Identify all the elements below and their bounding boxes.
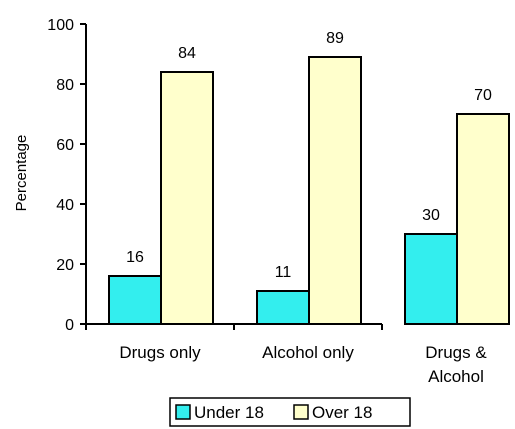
legend-box xyxy=(169,397,411,427)
y-tick-label: 60 xyxy=(56,137,74,154)
bar-under-18 xyxy=(404,233,458,325)
y-tick-label: 100 xyxy=(47,17,74,34)
plot-area: 0 20 40 60 80 100 16 11 30 84 89 70 Drugs only Alcoho… xyxy=(47,17,510,386)
data-label: 11 xyxy=(275,264,292,281)
category-label: Drugs only xyxy=(119,343,201,362)
y-axis-title: Percentage xyxy=(13,135,30,212)
bar-under-18 xyxy=(108,275,162,325)
data-label: 30 xyxy=(422,207,440,224)
category-label: Drugs & xyxy=(425,343,487,362)
data-label: 89 xyxy=(326,30,344,47)
data-label: 70 xyxy=(474,87,492,104)
legend: Under 18 Over 18 xyxy=(169,397,411,427)
legend-swatch xyxy=(175,404,191,420)
y-tick-label: 80 xyxy=(56,77,74,94)
legend-swatch xyxy=(293,404,309,420)
y-tick-label: 40 xyxy=(56,197,74,214)
legend-label: Over 18 xyxy=(312,403,372,422)
legend-label: Under 18 xyxy=(194,403,264,422)
bar-over-18 xyxy=(308,56,362,325)
bar-under-18 xyxy=(256,290,310,325)
bar-over-18 xyxy=(160,71,214,325)
y-tick-label: 0 xyxy=(65,317,74,334)
bar-over-18 xyxy=(456,113,510,325)
y-tick-label: 20 xyxy=(56,257,74,274)
data-label: 16 xyxy=(126,249,144,266)
category-label: Alcohol only xyxy=(262,343,354,362)
data-label: 84 xyxy=(178,45,196,62)
category-label: Alcohol xyxy=(428,367,484,386)
